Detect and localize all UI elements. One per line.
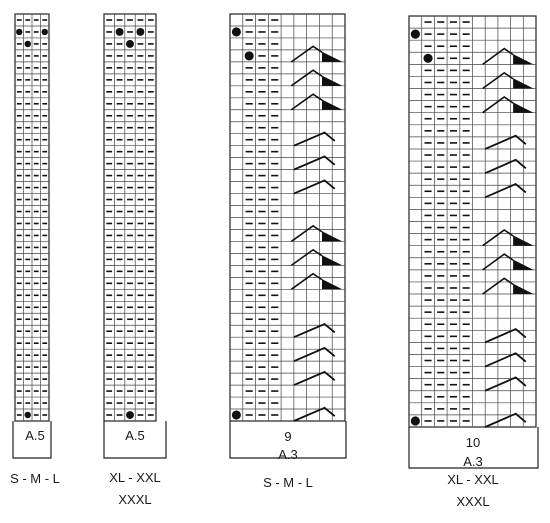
dot-symbol (24, 411, 31, 419)
dot-symbol (423, 53, 433, 63)
decrease-wedge (322, 279, 343, 290)
dot-symbol (16, 28, 23, 36)
stitch-count-label: 9 (284, 429, 291, 444)
chart-base-bracket (229, 421, 347, 459)
dot-symbol (244, 51, 254, 61)
size-label: XL - XXL (447, 472, 499, 487)
decrease-symbol (482, 71, 514, 90)
increase-symbol (293, 155, 336, 171)
increase-symbol (484, 352, 527, 368)
size-label: S - M - L (263, 475, 313, 490)
decrease-symbol (290, 69, 323, 87)
increase-symbol (293, 406, 336, 422)
dot-symbol (410, 416, 420, 426)
increase-symbol (293, 370, 336, 386)
chart-a3-large (408, 15, 539, 469)
decrease-wedge (322, 231, 343, 242)
increase-symbol (293, 322, 336, 339)
decrease-symbol (290, 93, 323, 111)
increase-symbol (293, 131, 336, 147)
decrease-symbol (482, 277, 514, 295)
decrease-wedge (322, 255, 343, 266)
decrease-symbol (482, 253, 514, 271)
decrease-symbol (290, 45, 323, 63)
decrease-symbol (482, 47, 514, 65)
dot-symbol (231, 410, 241, 420)
increase-symbol (484, 328, 527, 344)
decrease-wedge (513, 78, 534, 89)
decrease-wedge (322, 51, 343, 62)
dot-symbol (24, 40, 31, 48)
dot-symbol (126, 39, 134, 48)
size-label: XL - XXL (109, 470, 161, 485)
decrease-symbol (290, 272, 323, 290)
pattern-label: A.3 (463, 454, 483, 469)
chart-a3-small (229, 13, 347, 459)
decrease-symbol (290, 248, 323, 267)
increase-symbol (484, 376, 527, 392)
decrease-symbol (482, 228, 514, 247)
decrease-wedge (513, 259, 534, 270)
increase-symbol (484, 134, 527, 150)
chart-a5-large (103, 13, 167, 459)
decrease-symbol (482, 96, 514, 114)
decrease-wedge (513, 102, 534, 113)
dot-symbol (410, 29, 420, 39)
decrease-wedge (513, 283, 534, 295)
increase-symbol (484, 412, 527, 428)
decrease-wedge (513, 235, 534, 246)
chart-base-bracket (12, 421, 52, 459)
pattern-label: A.3 (278, 447, 298, 462)
dot-symbol (231, 27, 241, 37)
increase-symbol (293, 346, 336, 362)
decrease-wedge (322, 75, 343, 86)
pattern-label: A.5 (25, 428, 45, 443)
size-label: XXXL (456, 494, 489, 509)
stitch-count-label: 10 (466, 435, 480, 450)
decrease-symbol (290, 224, 323, 243)
dot-symbol (136, 28, 145, 36)
dot-symbol (41, 28, 48, 36)
size-label: XXXL (118, 492, 151, 507)
decrease-wedge (322, 99, 343, 110)
pattern-label: A.5 (125, 428, 145, 443)
decrease-wedge (513, 54, 534, 65)
increase-symbol (293, 179, 336, 195)
size-label: S - M - L (10, 471, 60, 486)
chart-base-bracket (408, 427, 539, 469)
increase-symbol (484, 158, 527, 174)
chart-base-bracket (103, 421, 167, 459)
dot-symbol (126, 411, 134, 419)
dot-symbol (115, 28, 124, 36)
chart-a5-small (12, 13, 52, 459)
increase-symbol (484, 182, 527, 199)
